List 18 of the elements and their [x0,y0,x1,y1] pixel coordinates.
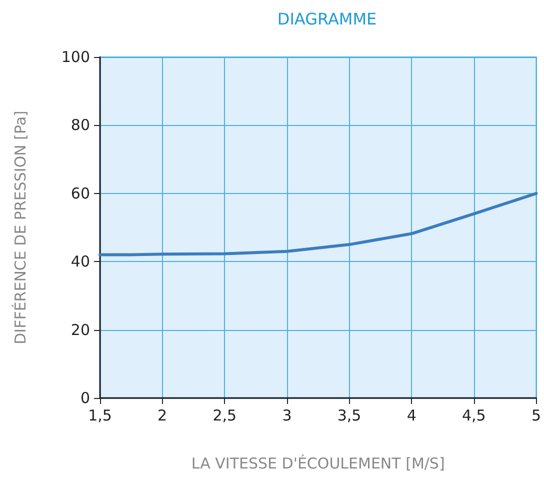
x-axis-title: LA VITESSE D'ÉCOULEMENT [M/S] [191,454,445,472]
chart-title: DIAGRAMME [277,10,377,28]
x-tick-label: 1,5 [88,406,112,424]
x-tick-label: 4 [406,406,416,424]
y-axis-title: DIFFÉRENCE DE PRESSION [Pa] [12,110,30,344]
y-tick-label: 80 [70,116,90,134]
x-tick-label: 4,5 [462,406,486,424]
x-tick-label: 3 [282,406,292,424]
y-tick-label: 0 [80,389,90,407]
y-tick-label: 40 [70,252,90,271]
line-series [98,192,538,256]
x-tick-label: 2,5 [212,406,237,424]
x-tick-label: 2 [158,406,168,424]
y-tick-label: 20 [70,320,90,339]
x-tick-label: 5 [531,406,541,424]
x-tick-label: 3,5 [337,406,362,424]
y-tick-label: 60 [70,184,90,202]
y-tick-label: 100 [61,48,90,66]
